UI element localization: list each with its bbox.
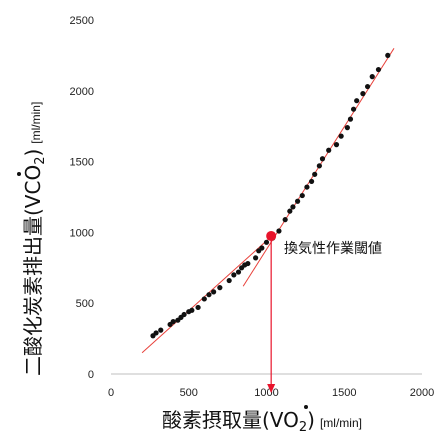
data-point bbox=[299, 192, 305, 199]
x-axis-title-symbol: (VO bbox=[262, 408, 299, 432]
data-point bbox=[385, 52, 391, 59]
y-axis-title-close: ) bbox=[21, 149, 45, 157]
y-tick-label: 1000 bbox=[70, 227, 94, 239]
data-point bbox=[375, 66, 382, 73]
threshold-marker bbox=[266, 230, 277, 241]
data-point bbox=[369, 74, 375, 80]
data-point bbox=[245, 260, 251, 267]
data-point bbox=[295, 198, 301, 204]
threshold-arrow-head bbox=[267, 384, 276, 393]
data-point bbox=[276, 228, 282, 234]
data-point bbox=[312, 171, 318, 177]
data-point bbox=[338, 133, 344, 139]
data-point bbox=[326, 147, 332, 153]
data-point bbox=[158, 327, 164, 333]
data-point bbox=[308, 178, 315, 185]
tick-labels: 0 500 1000 1500 2000 0 500 1000 1500 2000 2500 bbox=[70, 15, 435, 399]
threshold-label: 換気性作業閾値 bbox=[284, 241, 382, 257]
data-point bbox=[333, 142, 340, 148]
data-point bbox=[360, 91, 366, 97]
data-point bbox=[226, 277, 232, 284]
x-tick-label: 2000 bbox=[410, 387, 434, 399]
data-point bbox=[201, 296, 207, 302]
x-axis-title: 酸素摂取量(VO2) [ml/min] bbox=[162, 408, 362, 435]
y-tick-label: 2000 bbox=[70, 86, 94, 98]
x-tick-label: 1000 bbox=[254, 387, 278, 399]
data-point bbox=[259, 245, 265, 251]
data-point bbox=[263, 239, 270, 245]
x-axis-title-close: ) bbox=[307, 408, 315, 432]
y-tick-label: 2500 bbox=[70, 15, 94, 27]
data-point bbox=[350, 106, 357, 112]
data-point bbox=[253, 255, 259, 261]
y-axis-dot-marker bbox=[17, 172, 21, 176]
data-point bbox=[153, 330, 159, 336]
data-point bbox=[304, 184, 310, 190]
data-point bbox=[354, 98, 360, 104]
y-axis-title: 二酸化炭素排出量(VCO2) [ml/min] bbox=[21, 102, 48, 376]
data-point bbox=[170, 319, 176, 325]
x-axis-title-sub: 2 bbox=[299, 420, 307, 435]
data-point bbox=[290, 204, 296, 210]
x-tick-label: 1500 bbox=[332, 387, 356, 399]
data-point bbox=[235, 269, 242, 275]
data-point bbox=[189, 307, 195, 313]
data-point bbox=[231, 272, 237, 278]
data-point bbox=[316, 163, 322, 169]
threshold-group bbox=[266, 230, 277, 393]
data-point bbox=[319, 156, 326, 162]
y-axis-unit: [ml/min] bbox=[29, 102, 43, 144]
data-point bbox=[344, 125, 350, 131]
x-tick-label: 500 bbox=[180, 387, 198, 399]
data-points bbox=[150, 52, 391, 339]
x-axis-unit: [ml/min] bbox=[320, 416, 362, 430]
y-axis-title-symbol: (VCO bbox=[21, 165, 45, 216]
x-axis-title-main: 酸素摂取量 bbox=[162, 408, 262, 432]
data-point bbox=[287, 208, 293, 214]
data-point bbox=[181, 311, 187, 318]
data-point bbox=[217, 285, 223, 291]
data-point bbox=[347, 116, 354, 122]
y-tick-label: 0 bbox=[88, 369, 94, 381]
y-tick-label: 1500 bbox=[70, 157, 94, 169]
y-axis-title-sub: 2 bbox=[33, 157, 48, 165]
regression-lines bbox=[141, 48, 395, 354]
data-point bbox=[282, 217, 288, 223]
data-point bbox=[364, 83, 371, 90]
data-point bbox=[211, 289, 217, 295]
x-tick-label: 0 bbox=[108, 387, 114, 399]
data-point bbox=[195, 304, 201, 311]
y-axis-title-main: 二酸化炭素排出量 bbox=[21, 216, 45, 376]
data-point bbox=[206, 292, 212, 298]
y-tick-label: 500 bbox=[76, 298, 94, 310]
x-axis-dot-marker bbox=[304, 405, 308, 409]
